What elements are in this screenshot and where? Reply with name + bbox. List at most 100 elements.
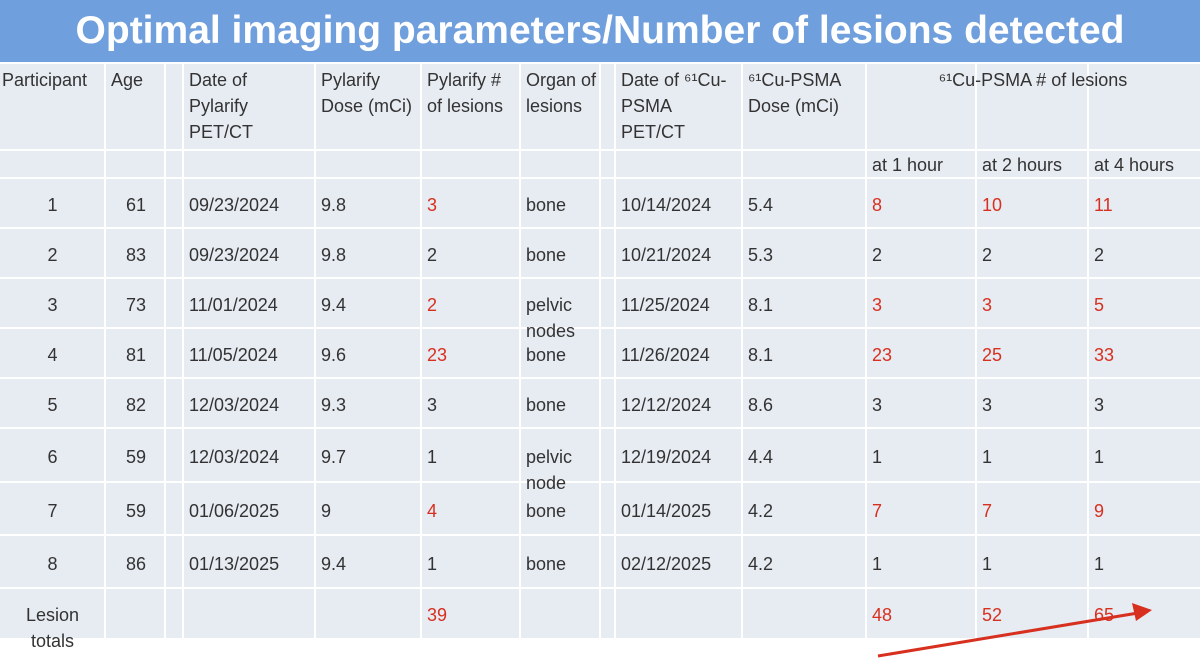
table-cell: 33 — [1094, 345, 1115, 365]
table-cell: 12/12/2024 — [621, 395, 712, 415]
table-cell: 8.1 — [748, 295, 774, 315]
column-divider — [519, 64, 521, 638]
table-cell: 3 — [1094, 395, 1105, 415]
table-cell: 9.7 — [321, 447, 347, 467]
table-cell: 4.2 — [748, 501, 774, 521]
group-header: ⁶¹Cu-PSMA # of lesions — [938, 70, 1128, 90]
table-cell: 23 — [872, 345, 893, 365]
row-divider — [0, 227, 1200, 229]
total-cell: 39 — [427, 605, 448, 625]
table-cell: 01/06/2025 — [189, 501, 280, 521]
table-cell: 3 — [872, 395, 883, 415]
table-cell: 09/23/2024 — [189, 195, 280, 215]
table-cell: 3 — [872, 295, 883, 315]
table-cell: 9.8 — [321, 245, 347, 265]
column-header: Date of Pylarify PET/CT — [189, 70, 254, 142]
table-cell: 11 — [1094, 195, 1113, 215]
table-cell: 7 — [872, 501, 883, 521]
table-cell: 10/14/2024 — [621, 195, 712, 215]
table-cell: 3 — [982, 295, 993, 315]
total-cell: 65 — [1094, 605, 1115, 625]
table-cell: bone — [526, 245, 567, 265]
column-header: Pylarify # of lesions — [427, 70, 504, 116]
column-header: Organ of lesions — [526, 70, 597, 116]
table-cell: 10/21/2024 — [621, 245, 712, 265]
table-cell: 2 — [47, 245, 58, 265]
column-divider — [420, 64, 422, 638]
table-cell: 1 — [982, 447, 993, 467]
table-cell: 2 — [982, 245, 993, 265]
table-cell: 10 — [982, 195, 1003, 215]
table-cell: 01/14/2025 — [621, 501, 712, 521]
totals-label: Lesion totals — [25, 605, 80, 651]
table-cell: 23 — [427, 345, 448, 365]
row-divider — [0, 327, 1200, 329]
table-cell: 5 — [1094, 295, 1105, 315]
table-cell: 1 — [872, 554, 883, 574]
table-cell: 9.6 — [321, 345, 347, 365]
column-header: Participant — [2, 70, 88, 90]
table-cell: 7 — [982, 501, 993, 521]
column-divider — [614, 64, 616, 638]
table-cell: 59 — [125, 447, 147, 467]
table-cell: 3 — [427, 195, 438, 215]
column-divider — [599, 64, 601, 638]
subcolumn-header: at 2 hours — [982, 155, 1063, 175]
table-cell: 5.3 — [748, 245, 774, 265]
table-cell: 01/13/2025 — [189, 554, 280, 574]
total-cell: 48 — [872, 605, 893, 625]
table-cell: 8 — [47, 554, 58, 574]
row-divider — [0, 481, 1200, 483]
table-cell: 73 — [125, 295, 147, 315]
table-cell: pelvic nodes — [526, 295, 576, 341]
table-cell: 3 — [47, 295, 58, 315]
table-cell: bone — [526, 195, 567, 215]
table-cell: 59 — [125, 501, 147, 521]
row-divider — [0, 427, 1200, 429]
column-divider — [865, 64, 867, 638]
table-cell: 1 — [47, 195, 58, 215]
table-cell: 4.2 — [748, 554, 774, 574]
row-divider — [0, 177, 1200, 179]
column-header: Date of ⁶¹Cu-PSMA PET/CT — [621, 70, 727, 142]
table-cell: 1 — [427, 554, 438, 574]
table-cell: 83 — [125, 245, 147, 265]
column-header: Age — [111, 70, 144, 90]
table-cell: 1 — [1094, 554, 1105, 574]
table-cell: 8 — [872, 195, 883, 215]
table-cell: 09/23/2024 — [189, 245, 280, 265]
table-cell: 1 — [982, 554, 993, 574]
table-cell: 11/26/2024 — [621, 345, 710, 365]
table-cell: bone — [526, 501, 567, 521]
row-divider — [0, 587, 1200, 589]
table: Participant Age Date of Pylarify PET/CT Pyl… — [0, 64, 1200, 651]
column-divider — [741, 64, 743, 638]
table-cell: 6 — [47, 447, 58, 467]
column-divider — [1087, 64, 1089, 638]
row-divider — [0, 534, 1200, 536]
table-cell: 11/05/2024 — [189, 345, 278, 365]
table-cell: 9.3 — [321, 395, 347, 415]
table-cell: 12/03/2024 — [189, 447, 280, 467]
table-cell: 61 — [125, 195, 147, 215]
row-divider — [0, 149, 1200, 151]
table-cell: 4 — [47, 345, 58, 365]
table-cell: 02/12/2025 — [621, 554, 712, 574]
table-cell: bone — [526, 395, 567, 415]
table-cell: 1 — [1094, 447, 1105, 467]
table-cell: 12/03/2024 — [189, 395, 280, 415]
table-cell: 3 — [427, 395, 438, 415]
row-divider — [0, 277, 1200, 279]
subcolumn-header: at 1 hour — [872, 155, 944, 175]
table-cell: 1 — [872, 447, 883, 467]
table-cell: 5.4 — [748, 195, 774, 215]
table-cell: bone — [526, 554, 567, 574]
total-cell: 52 — [982, 605, 1003, 625]
table-cell: 8.1 — [748, 345, 774, 365]
table-cell: 9.4 — [321, 554, 347, 574]
table-cell: 9.4 — [321, 295, 347, 315]
subcolumn-header: at 4 hours — [1094, 155, 1175, 175]
column-divider — [182, 64, 184, 638]
slide-title: Optimal imaging parameters/Number of les… — [0, 0, 1200, 62]
table-cell: 2 — [872, 245, 883, 265]
